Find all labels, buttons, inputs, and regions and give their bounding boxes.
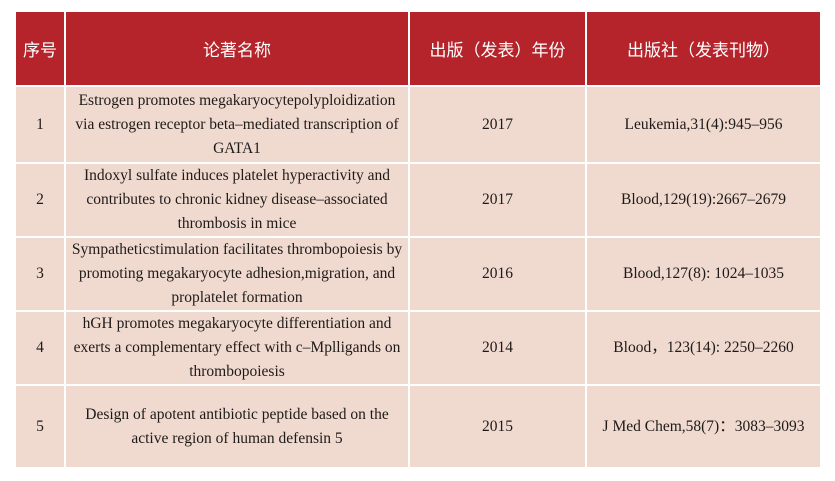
cell-no: 2 <box>14 162 66 238</box>
table-row: 1 Estrogen promotes megakaryocytepolyplo… <box>14 85 822 164</box>
header-title: 论著名称 <box>64 10 410 87</box>
header-no: 序号 <box>14 10 66 87</box>
cell-publisher: J Med Chem,58(7)：3083–3093 <box>585 384 822 469</box>
table-row: 5 Design of apotent antibiotic peptide b… <box>14 384 822 469</box>
cell-title: Sympatheticstimulation facilitates throm… <box>64 236 410 312</box>
cell-no: 1 <box>14 85 66 164</box>
cell-title: Design of apotent antibiotic peptide bas… <box>64 384 410 469</box>
cell-year: 2015 <box>408 384 587 469</box>
publications-table: 序号 论著名称 出版（发表）年份 出版社（发表刊物） 1 Estrogen pr… <box>14 10 822 469</box>
cell-publisher: Blood，123(14): 2250–2260 <box>585 310 822 386</box>
table-row: 2 Indoxyl sulfate induces platelet hyper… <box>14 162 822 238</box>
cell-no: 4 <box>14 310 66 386</box>
cell-title: Indoxyl sulfate induces platelet hyperac… <box>64 162 410 238</box>
cell-year: 2014 <box>408 310 587 386</box>
cell-no: 5 <box>14 384 66 469</box>
cell-title: hGH promotes megakaryocyte differentiati… <box>64 310 410 386</box>
header-publisher: 出版社（发表刊物） <box>585 10 822 87</box>
cell-publisher: Blood,127(8): 1024–1035 <box>585 236 822 312</box>
table-row: 4 hGH promotes megakaryocyte differentia… <box>14 310 822 386</box>
cell-title: Estrogen promotes megakaryocytepolyploid… <box>64 85 410 164</box>
cell-year: 2017 <box>408 162 587 238</box>
cell-no: 3 <box>14 236 66 312</box>
cell-publisher: Blood,129(19):2667–2679 <box>585 162 822 238</box>
cell-year: 2017 <box>408 85 587 164</box>
header-year: 出版（发表）年份 <box>408 10 587 87</box>
table-row: 3 Sympatheticstimulation facilitates thr… <box>14 236 822 312</box>
cell-publisher: Leukemia,31(4):945–956 <box>585 85 822 164</box>
header-row: 序号 论著名称 出版（发表）年份 出版社（发表刊物） <box>14 10 822 87</box>
cell-year: 2016 <box>408 236 587 312</box>
